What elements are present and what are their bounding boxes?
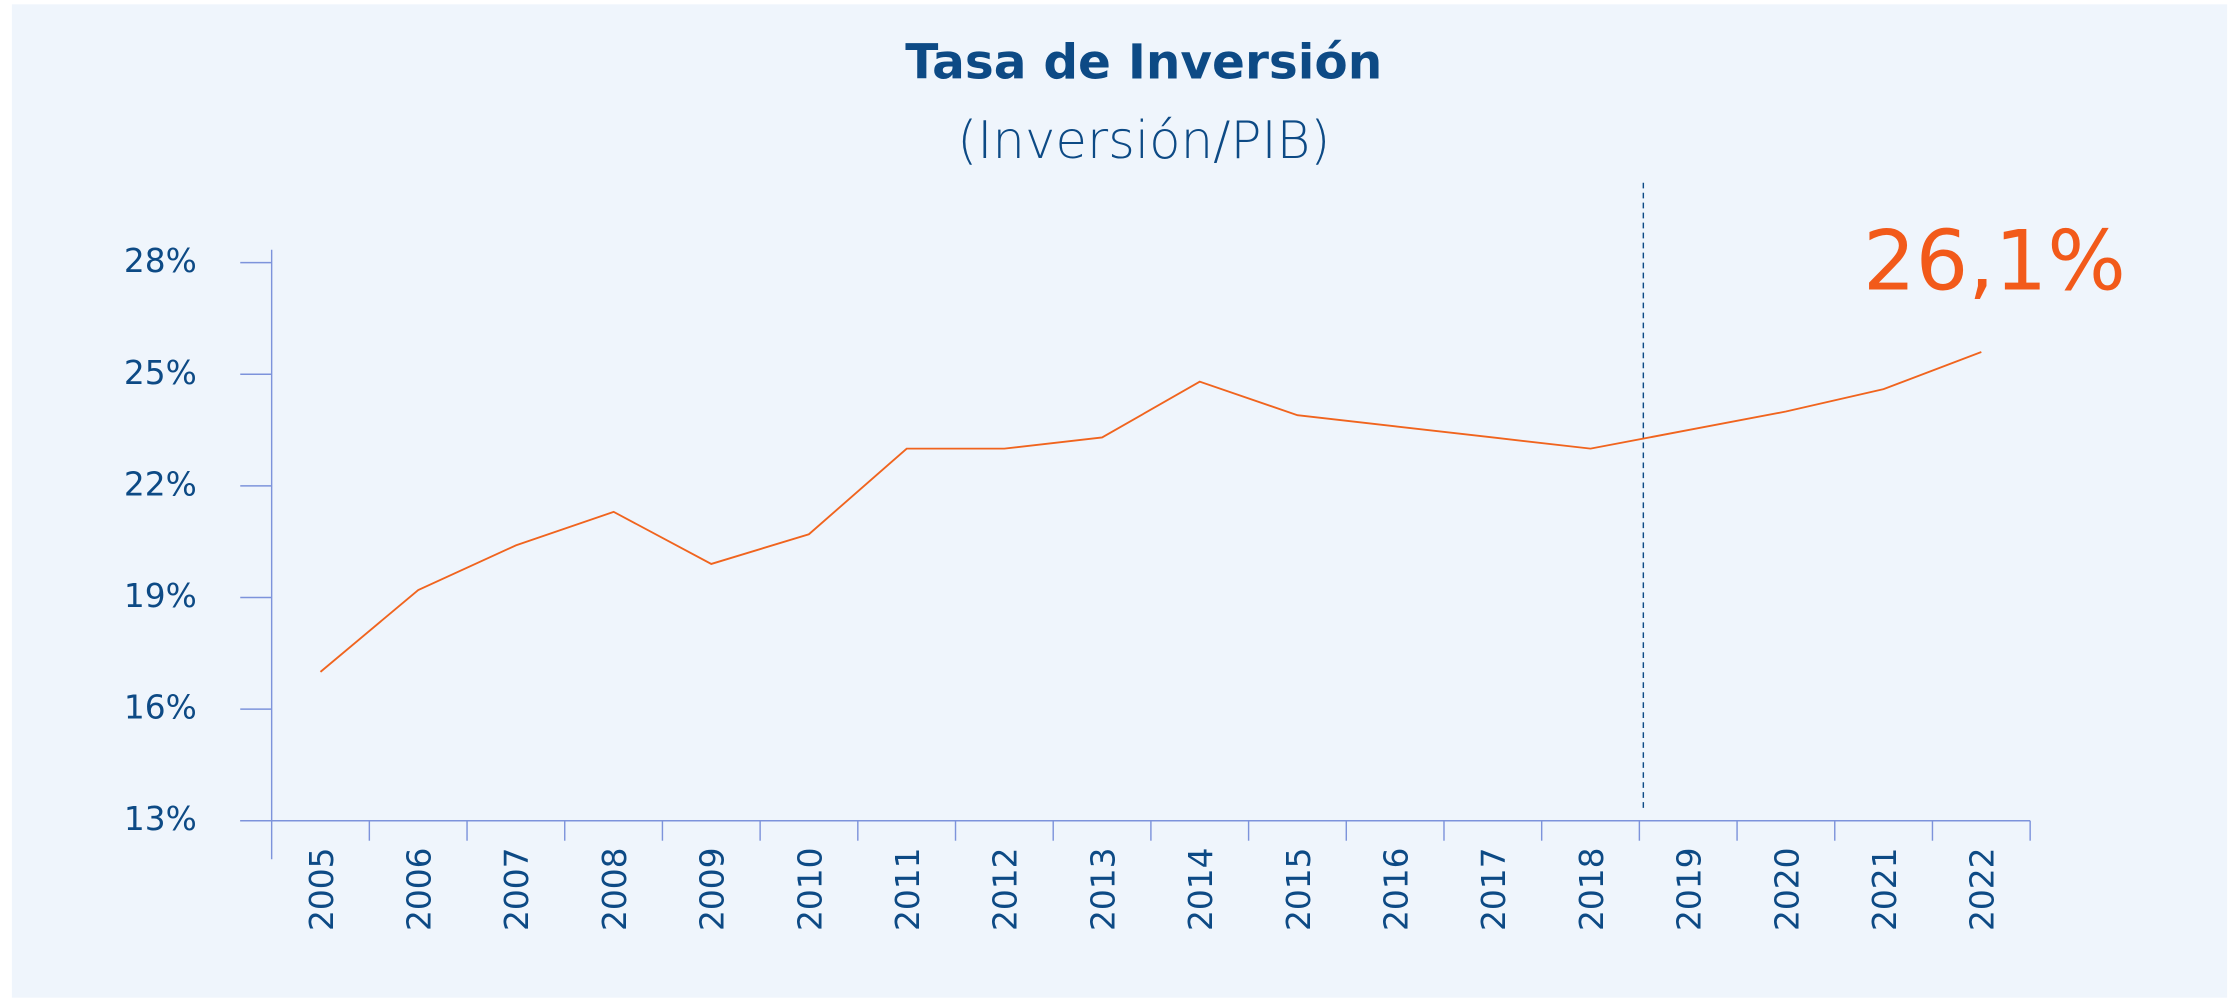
x-tick-label: 2016	[1377, 847, 1415, 931]
x-tick-label: 2008	[596, 847, 634, 931]
x-tick-label: 2017	[1475, 847, 1513, 931]
annotation: 26,1%	[1863, 212, 2126, 309]
x-tick-label: 2011	[889, 847, 927, 931]
x-tick-label: 2020	[1768, 847, 1806, 931]
x-tick-label: 2022	[1964, 847, 2002, 931]
x-tick-label: 2021	[1866, 847, 1904, 931]
x-tick-label: 2014	[1182, 847, 1220, 931]
x-tick-label: 2006	[401, 847, 439, 931]
x-tick-label: 2019	[1671, 847, 1709, 931]
x-tick-label: 2012	[987, 847, 1025, 931]
y-tick-label: 28%	[124, 242, 197, 280]
y-tick-label: 16%	[124, 689, 197, 727]
chart-subtitle: (Inversión/PIB)	[957, 111, 1330, 171]
background	[11, 4, 2228, 998]
x-tick-label: 2015	[1280, 847, 1318, 931]
x-tick-label: 2007	[498, 847, 536, 931]
x-tick-label: 2018	[1573, 847, 1611, 931]
x-tick-label: 2010	[791, 847, 829, 931]
y-tick-label: 25%	[124, 354, 197, 392]
y-tick-label: 22%	[124, 465, 197, 503]
y-tick-label: 19%	[124, 577, 197, 615]
x-tick-label: 2005	[303, 847, 341, 931]
y-tick-label: 13%	[124, 800, 197, 838]
data-line	[319, 351, 1982, 673]
chart-title: Tasa de Inversión	[905, 35, 1382, 91]
x-tick-label: 2009	[694, 847, 732, 931]
x-tick-label: 2013	[1084, 847, 1122, 931]
